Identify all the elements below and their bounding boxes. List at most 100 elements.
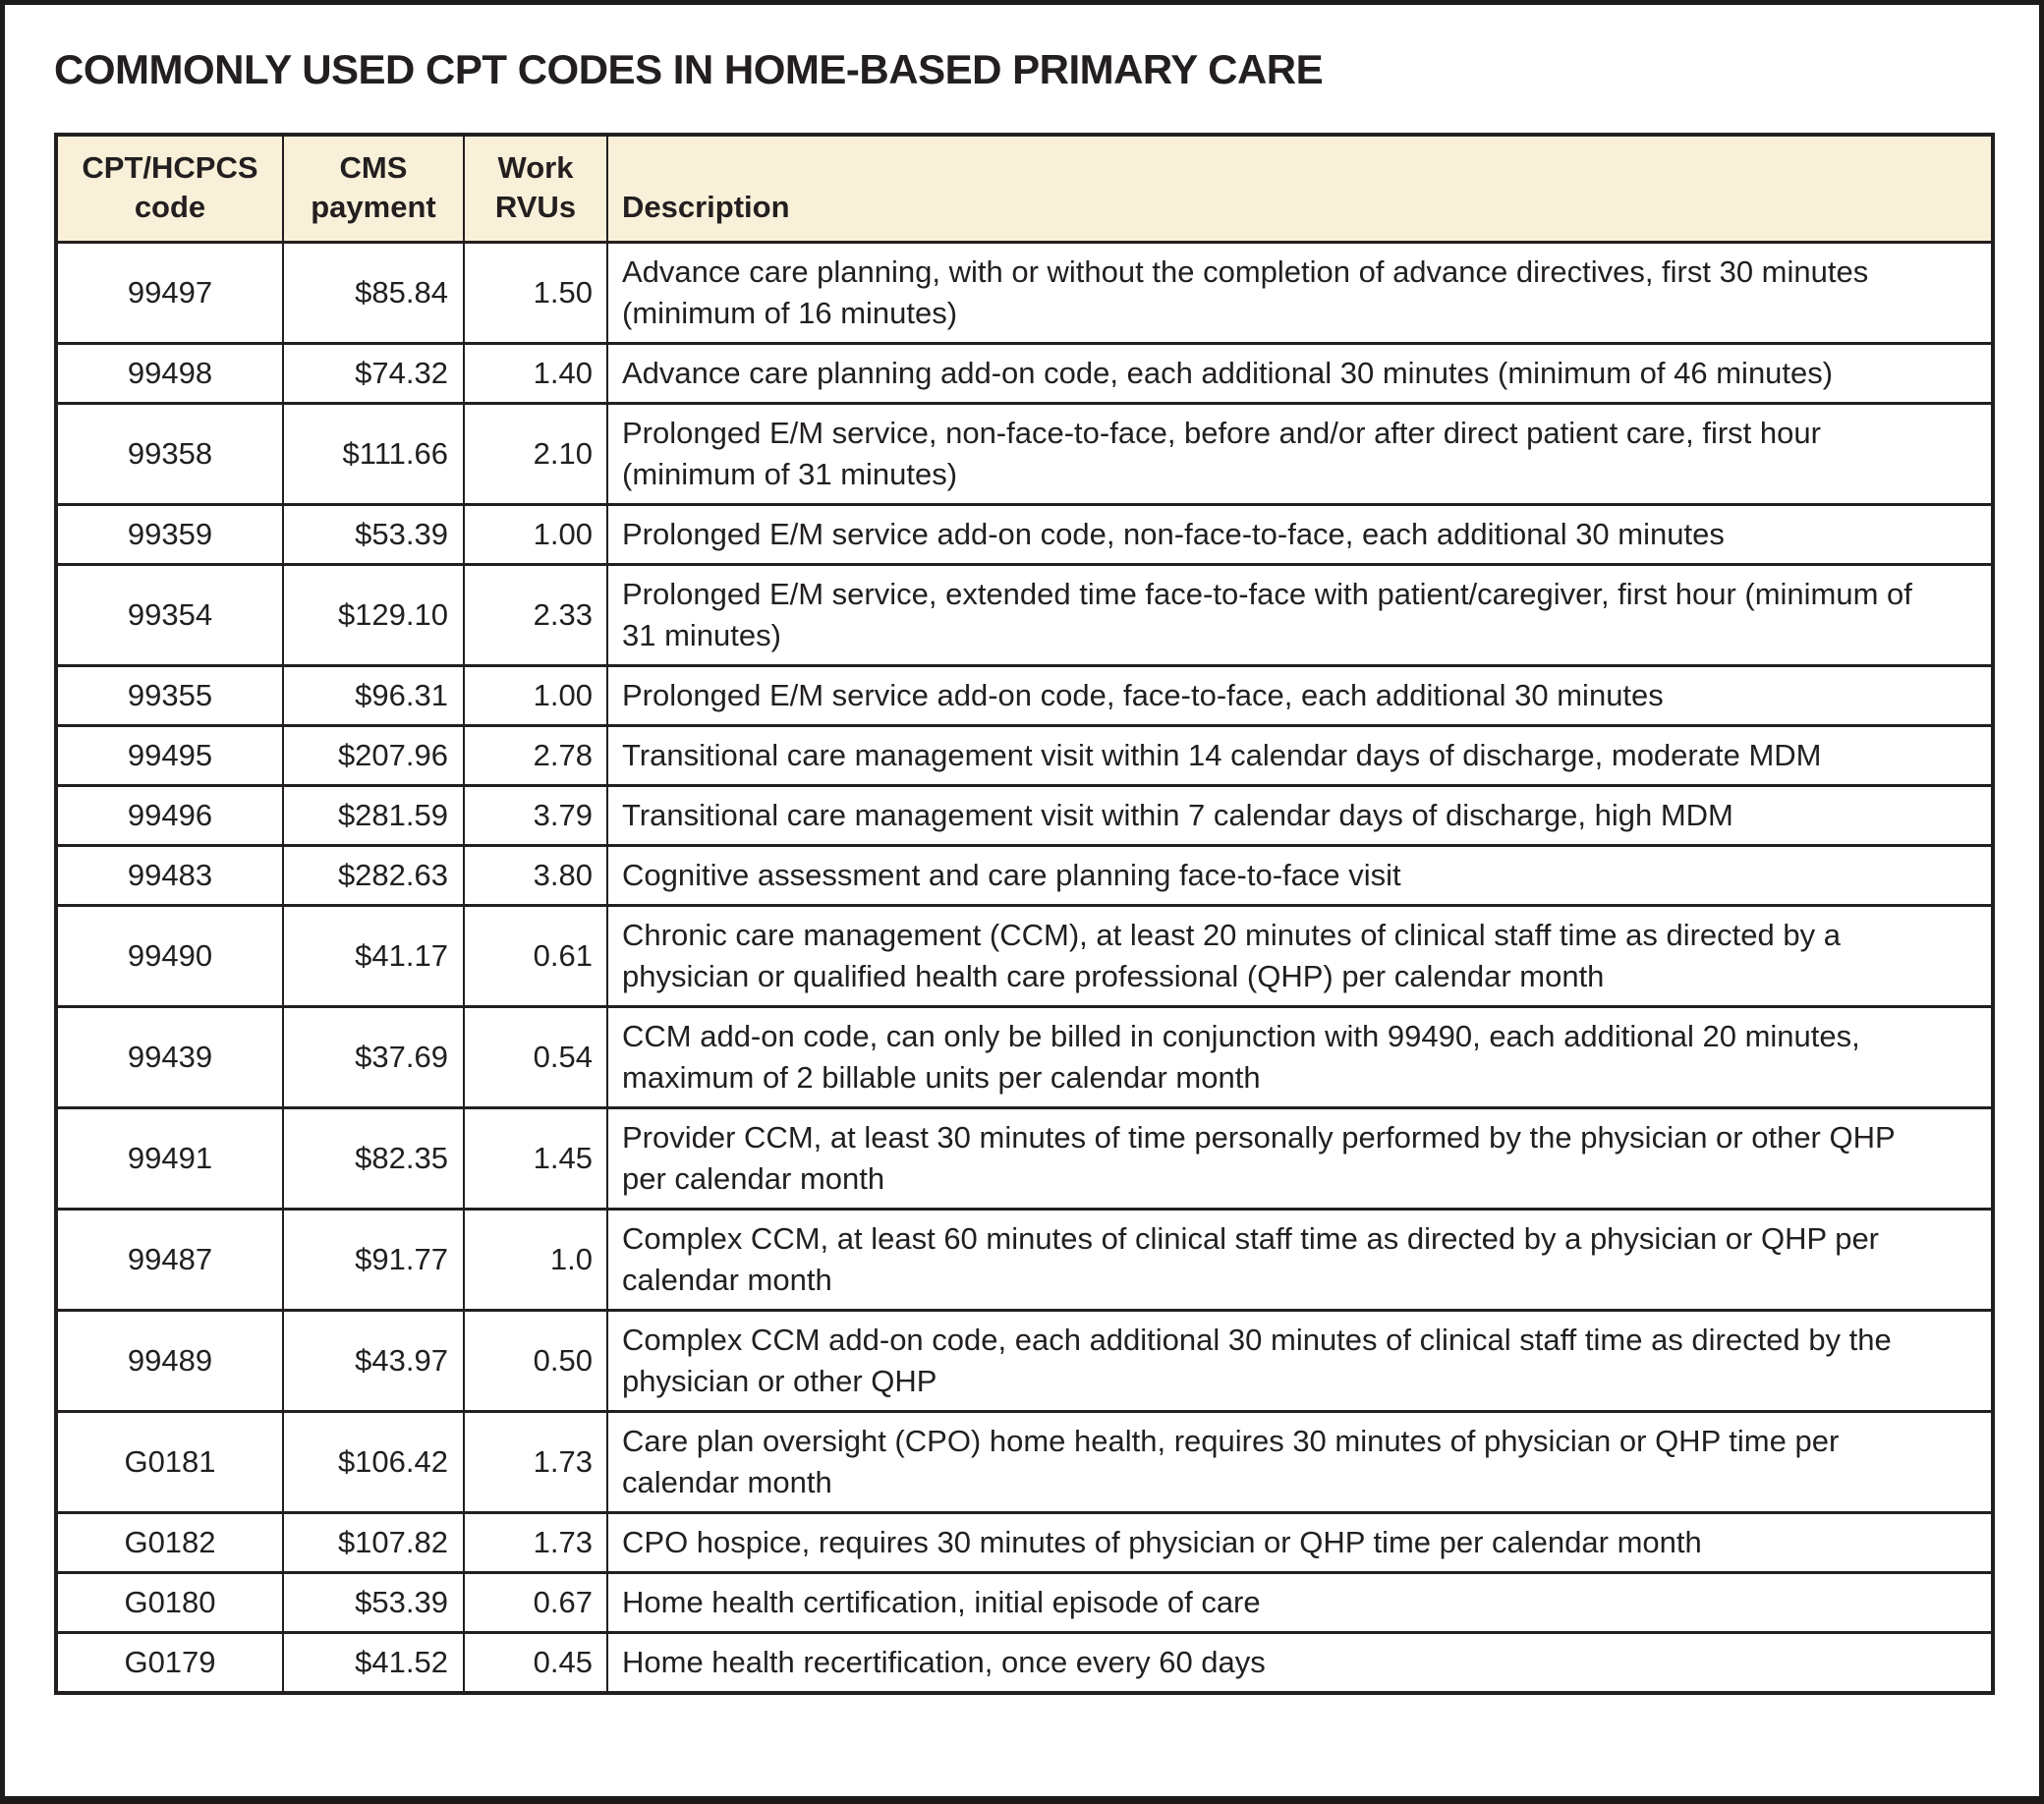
cell-cpt-hcpcs-code: 99439 bbox=[55, 1005, 283, 1108]
column-header-cpt-hcpcs-code: CPT/HCPCS code bbox=[55, 133, 283, 243]
cell-work-rvu: 3.79 bbox=[463, 784, 607, 846]
cell-cpt-hcpcs-code: 99483 bbox=[55, 844, 283, 906]
cell-work-rvu: 0.67 bbox=[463, 1571, 607, 1633]
cell-description: Advance care planning add-on code, each … bbox=[606, 342, 1993, 404]
cell-cms-payment: $129.10 bbox=[282, 563, 464, 666]
cell-work-rvu: 2.33 bbox=[463, 563, 607, 666]
cell-cpt-hcpcs-code: 99359 bbox=[55, 503, 283, 565]
cell-cms-payment: $96.31 bbox=[282, 664, 464, 726]
cell-cms-payment: $85.84 bbox=[282, 241, 464, 344]
table-row: 99439 $37.69 0.54 CCM add-on code, can only… bbox=[55, 1005, 1993, 1108]
cell-cpt-hcpcs-code: 99495 bbox=[55, 724, 283, 786]
cell-cms-payment: $43.97 bbox=[282, 1309, 464, 1412]
cell-cpt-hcpcs-code: 99487 bbox=[55, 1208, 283, 1311]
cell-work-rvu: 1.73 bbox=[463, 1511, 607, 1573]
cell-cms-payment: $111.66 bbox=[282, 402, 464, 505]
table-row: 99490 $41.17 0.61 Chronic care management (… bbox=[55, 904, 1993, 1007]
cell-cpt-hcpcs-code: 99497 bbox=[55, 241, 283, 344]
cell-description: Prolonged E/M service, non-face-to-face,… bbox=[606, 402, 1993, 505]
cell-work-rvu: 2.10 bbox=[463, 402, 607, 505]
cell-work-rvu: 0.45 bbox=[463, 1631, 607, 1693]
cell-cms-payment: $107.82 bbox=[282, 1511, 464, 1573]
table-row: 99355 $96.31 1.00 Prolonged E/M service add… bbox=[55, 664, 1993, 726]
cell-description: Prolonged E/M service, extended time fac… bbox=[606, 563, 1993, 666]
cell-work-rvu: 0.54 bbox=[463, 1005, 607, 1108]
cell-work-rvu: 0.50 bbox=[463, 1309, 607, 1412]
cell-description: Chronic care management (CCM), at least … bbox=[606, 904, 1993, 1007]
cell-cpt-hcpcs-code: 99355 bbox=[55, 664, 283, 726]
table-row: 99358 $111.66 2.10 Prolonged E/M service, n… bbox=[55, 402, 1993, 505]
cell-description: Prolonged E/M service add-on code, non-f… bbox=[606, 503, 1993, 565]
table-row: 99491 $82.35 1.45 Provider CCM, at least 30… bbox=[55, 1106, 1993, 1210]
cell-cms-payment: $207.96 bbox=[282, 724, 464, 786]
table-row: 99487 $91.77 1.0 Complex CCM, at least 60 m… bbox=[55, 1208, 1993, 1311]
cell-work-rvu: 1.45 bbox=[463, 1106, 607, 1210]
table-row: G0182 $107.82 1.73 CPO hospice, requires 30… bbox=[55, 1511, 1993, 1573]
cell-cms-payment: $282.63 bbox=[282, 844, 464, 906]
cell-description: CCM add-on code, can only be billed in c… bbox=[606, 1005, 1993, 1108]
table-row: 99354 $129.10 2.33 Prolonged E/M service, e… bbox=[55, 563, 1993, 666]
header-row: CPT/HCPCS code CMS payment Work RVUs Des… bbox=[55, 133, 1993, 243]
cell-cpt-hcpcs-code: G0181 bbox=[55, 1410, 283, 1513]
cell-description: Complex CCM, at least 60 minutes of clin… bbox=[606, 1208, 1993, 1311]
table-header: CPT/HCPCS code CMS payment Work RVUs Des… bbox=[55, 133, 1993, 243]
cell-description: Provider CCM, at least 30 minutes of tim… bbox=[606, 1106, 1993, 1210]
cell-cpt-hcpcs-code: 99358 bbox=[55, 402, 283, 505]
cell-cpt-hcpcs-code: 99489 bbox=[55, 1309, 283, 1412]
cell-description: Transitional care management visit withi… bbox=[606, 784, 1993, 846]
cell-work-rvu: 2.78 bbox=[463, 724, 607, 786]
cell-description: Home health recertification, once every … bbox=[606, 1631, 1993, 1693]
cell-cpt-hcpcs-code: G0180 bbox=[55, 1571, 283, 1633]
cell-cms-payment: $41.52 bbox=[282, 1631, 464, 1693]
cell-cpt-hcpcs-code: 99354 bbox=[55, 563, 283, 666]
table-body: 99497 $85.84 1.50 Advance care planning, wi… bbox=[55, 241, 1993, 1693]
table-row: G0181 $106.42 1.73 Care plan oversight (CPO… bbox=[55, 1410, 1993, 1513]
cell-work-rvu: 1.0 bbox=[463, 1208, 607, 1311]
cell-cpt-hcpcs-code: 99491 bbox=[55, 1106, 283, 1210]
cell-work-rvu: 1.40 bbox=[463, 342, 607, 404]
cell-cms-payment: $82.35 bbox=[282, 1106, 464, 1210]
cell-cms-payment: $37.69 bbox=[282, 1005, 464, 1108]
cell-description: Prolonged E/M service add-on code, face-… bbox=[606, 664, 1993, 726]
column-header-work-rvus: Work RVUs bbox=[463, 133, 607, 243]
table-row: 99483 $282.63 3.80 Cognitive assessment and… bbox=[55, 844, 1993, 906]
cell-work-rvu: 1.00 bbox=[463, 503, 607, 565]
cell-description: Transitional care management visit withi… bbox=[606, 724, 1993, 786]
table-row: 99498 $74.32 1.40 Advance care planning add… bbox=[55, 342, 1993, 404]
table-row: 99496 $281.59 3.79 Transitional care manage… bbox=[55, 784, 1993, 846]
table-row: 99495 $207.96 2.78 Transitional care manage… bbox=[55, 724, 1993, 786]
cell-cpt-hcpcs-code: G0179 bbox=[55, 1631, 283, 1693]
cell-work-rvu: 1.73 bbox=[463, 1410, 607, 1513]
table-row: G0180 $53.39 0.67 Home health certification… bbox=[55, 1571, 1993, 1633]
table-title: COMMONLY USED CPT CODES IN HOME-BASED PR… bbox=[54, 46, 1324, 92]
cell-cms-payment: $74.32 bbox=[282, 342, 464, 404]
column-header-cms-payment: CMS payment bbox=[282, 133, 464, 243]
cpt-codes-table: CPT/HCPCS code CMS payment Work RVUs Des… bbox=[54, 133, 1995, 1695]
cell-cms-payment: $281.59 bbox=[282, 784, 464, 846]
table-row: 99497 $85.84 1.50 Advance care planning, wi… bbox=[55, 241, 1993, 344]
cell-cms-payment: $41.17 bbox=[282, 904, 464, 1007]
table-row: 99489 $43.97 0.50 Complex CCM add-on code, … bbox=[55, 1309, 1993, 1412]
cell-cpt-hcpcs-code: 99490 bbox=[55, 904, 283, 1007]
cell-work-rvu: 1.00 bbox=[463, 664, 607, 726]
cell-description: Home health certification, initial episo… bbox=[606, 1571, 1993, 1633]
cell-description: CPO hospice, requires 30 minutes of phys… bbox=[606, 1511, 1993, 1573]
cell-work-rvu: 3.80 bbox=[463, 844, 607, 906]
cell-description: Care plan oversight (CPO) home health, r… bbox=[606, 1410, 1993, 1513]
table-row: G0179 $41.52 0.45 Home health recertificati… bbox=[55, 1631, 1993, 1693]
cell-work-rvu: 1.50 bbox=[463, 241, 607, 344]
cell-description: Advance care planning, with or without t… bbox=[606, 241, 1993, 344]
cell-description: Complex CCM add-on code, each additional… bbox=[606, 1309, 1993, 1412]
cell-cpt-hcpcs-code: G0182 bbox=[55, 1511, 283, 1573]
cell-cpt-hcpcs-code: 99498 bbox=[55, 342, 283, 404]
cell-cms-payment: $106.42 bbox=[282, 1410, 464, 1513]
cell-cpt-hcpcs-code: 99496 bbox=[55, 784, 283, 846]
cell-description: Cognitive assessment and care planning f… bbox=[606, 844, 1993, 906]
cell-cms-payment: $53.39 bbox=[282, 503, 464, 565]
cell-cms-payment: $91.77 bbox=[282, 1208, 464, 1311]
column-header-description: Description bbox=[606, 133, 1993, 243]
cell-work-rvu: 0.61 bbox=[463, 904, 607, 1007]
table-row: 99359 $53.39 1.00 Prolonged E/M service add… bbox=[55, 503, 1993, 565]
cell-cms-payment: $53.39 bbox=[282, 1571, 464, 1633]
